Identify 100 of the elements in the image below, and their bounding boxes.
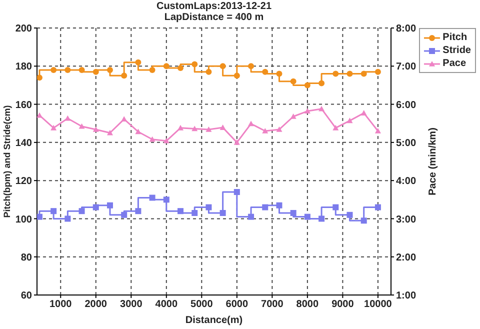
y2-tick-label: 4:00 bbox=[396, 176, 416, 188]
point bbox=[332, 204, 339, 210]
x-tick-label: 4000 bbox=[155, 299, 178, 310]
y-tick-label: 80 bbox=[20, 252, 32, 264]
point bbox=[374, 128, 381, 134]
chart-subtitle: LapDistance = 400 m bbox=[163, 12, 265, 23]
point bbox=[149, 136, 156, 142]
point bbox=[304, 108, 310, 114]
point bbox=[163, 196, 170, 203]
y2-tick-label: 3:00 bbox=[396, 214, 416, 226]
x-tick-label: 6000 bbox=[226, 299, 248, 310]
point bbox=[318, 80, 325, 86]
point bbox=[262, 204, 268, 210]
point bbox=[360, 70, 367, 77]
x-tick-label: 5000 bbox=[190, 299, 214, 310]
point bbox=[234, 139, 240, 145]
x-axis-title: Distance(m) bbox=[185, 315, 243, 326]
point bbox=[78, 208, 85, 214]
point bbox=[276, 126, 282, 132]
x-tick-label: 8000 bbox=[296, 299, 319, 310]
point bbox=[92, 126, 99, 132]
point bbox=[290, 210, 296, 216]
point bbox=[135, 208, 142, 214]
y2-tick-label: 2:00 bbox=[396, 252, 416, 264]
point bbox=[178, 65, 184, 72]
y-tick-label: 160 bbox=[15, 100, 32, 111]
point bbox=[121, 212, 128, 218]
point bbox=[248, 63, 254, 70]
point bbox=[64, 115, 71, 121]
point bbox=[304, 82, 310, 88]
y-tick-label: 200 bbox=[15, 24, 32, 35]
legend-label: Pitch bbox=[442, 32, 468, 43]
point bbox=[64, 66, 71, 73]
point bbox=[374, 204, 381, 210]
point bbox=[248, 120, 254, 126]
point bbox=[106, 130, 113, 136]
x-tick-label: 10000 bbox=[364, 299, 392, 310]
point bbox=[78, 123, 85, 129]
legend-label: Pace bbox=[442, 58, 466, 69]
point bbox=[50, 124, 57, 130]
point bbox=[92, 68, 99, 75]
point bbox=[290, 113, 296, 119]
point bbox=[206, 68, 212, 75]
y2-tick-label: 1:00 bbox=[396, 290, 416, 302]
point bbox=[37, 74, 42, 81]
y-axis-title: Pitch(bpm) and Stride(cm) bbox=[2, 105, 12, 218]
point bbox=[318, 216, 325, 222]
point bbox=[135, 128, 142, 134]
point bbox=[192, 210, 198, 216]
point bbox=[248, 214, 254, 220]
point bbox=[220, 124, 226, 130]
point bbox=[276, 70, 282, 77]
x-tick-label: 3000 bbox=[120, 299, 143, 310]
point bbox=[50, 66, 57, 73]
point bbox=[332, 70, 339, 77]
point bbox=[121, 116, 128, 122]
y2-axis-title: Pace (min/km) bbox=[428, 128, 439, 196]
point bbox=[192, 61, 198, 68]
point bbox=[92, 204, 99, 210]
point bbox=[78, 66, 85, 73]
point bbox=[304, 214, 310, 220]
point bbox=[220, 63, 226, 70]
point bbox=[37, 214, 42, 220]
point bbox=[234, 189, 240, 196]
point bbox=[346, 118, 353, 124]
y2-tick-label: 5:00 bbox=[396, 138, 416, 149]
point bbox=[220, 210, 226, 216]
point bbox=[360, 218, 367, 224]
point bbox=[149, 194, 156, 201]
point bbox=[37, 112, 42, 118]
point bbox=[318, 106, 325, 112]
legend-label: Stride bbox=[442, 45, 471, 56]
point bbox=[50, 208, 57, 214]
point bbox=[192, 126, 198, 132]
point bbox=[360, 110, 367, 116]
point bbox=[346, 70, 353, 77]
y-tick-label: 140 bbox=[15, 138, 32, 149]
y-tick-label: 180 bbox=[15, 62, 32, 73]
point bbox=[178, 124, 184, 130]
x-tick-label: 1000 bbox=[50, 299, 72, 310]
y-tick-label: 100 bbox=[15, 214, 32, 226]
point bbox=[163, 63, 170, 70]
point bbox=[149, 66, 156, 73]
y2-tick-label: 6:00 bbox=[396, 100, 416, 111]
point bbox=[332, 124, 339, 130]
y2-tick-label: 7:00 bbox=[396, 62, 416, 73]
point bbox=[135, 59, 142, 66]
point bbox=[290, 78, 296, 84]
point bbox=[374, 68, 381, 75]
x-tick-label: 9000 bbox=[332, 299, 354, 310]
point bbox=[206, 126, 212, 132]
x-tick-label: 7000 bbox=[261, 299, 284, 310]
y-tick-label: 120 bbox=[15, 176, 32, 188]
point bbox=[276, 202, 282, 208]
point bbox=[262, 68, 268, 75]
y2-tick-label: 8:00 bbox=[396, 24, 416, 35]
y-tick-label: 60 bbox=[20, 290, 32, 302]
point bbox=[178, 208, 184, 214]
point bbox=[121, 72, 128, 79]
point bbox=[262, 128, 268, 134]
